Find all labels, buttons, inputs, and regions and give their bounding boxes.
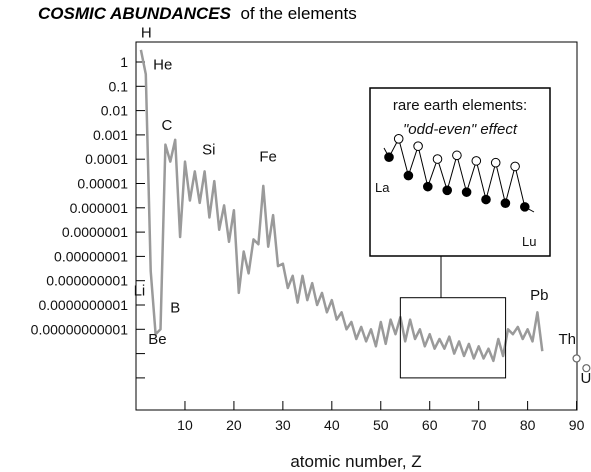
- x-tick-label-7: 80: [520, 417, 536, 433]
- y-tick-label-7: 0.0000001: [62, 224, 128, 240]
- open-point-0: [572, 354, 581, 363]
- inset-frame: [369, 87, 551, 257]
- plot-frame: [135, 41, 578, 411]
- chart-title-main: COSMIC ABUNDANCES: [38, 4, 231, 23]
- inset-point-10: [481, 194, 491, 205]
- inset-point-4: [423, 181, 433, 192]
- inset-label-lu: Lu: [522, 234, 536, 249]
- series-line: [139, 49, 544, 363]
- element-label-th: Th: [558, 331, 576, 348]
- inset-title: rare earth elements:: [393, 97, 527, 114]
- inset-point-6: [442, 185, 453, 196]
- y-tick-label-8: 0.00000001: [54, 248, 128, 264]
- x-tick-label-2: 30: [275, 417, 291, 433]
- chart-title-rest: of the elements: [240, 4, 357, 23]
- element-label-he: He: [153, 56, 172, 73]
- inset-point-11: [490, 157, 501, 168]
- inset-point-8: [461, 187, 472, 197]
- y-tick-label-10: 0.0000000001: [38, 297, 128, 313]
- y-tick-label-0: 1: [120, 54, 128, 70]
- element-label-c: C: [161, 117, 172, 134]
- y-tick-label-5: 0.00001: [77, 176, 128, 192]
- inset-points: [384, 134, 530, 212]
- inset-point-14: [520, 202, 530, 212]
- element-label-li: Li: [134, 282, 146, 299]
- inset-point-3: [413, 141, 423, 151]
- y-tick-label-2: 0.01: [101, 103, 128, 119]
- x-tick-label-3: 40: [324, 417, 340, 433]
- y-tick-label-3: 0.001: [93, 127, 128, 143]
- x-axis: 10 20 30 40 50 60 70 80 90: [177, 401, 585, 433]
- element-label-be: Be: [148, 331, 166, 348]
- element-label-pb: Pb: [530, 287, 548, 304]
- inset-point-9: [471, 156, 482, 166]
- y-tick-label-11: 0.00000000001: [31, 321, 129, 337]
- inset-panel: rare earth elements: "odd-even" effect L…: [369, 87, 551, 257]
- element-label-h: H: [141, 25, 152, 42]
- y-tick-label-6: 0.000001: [70, 200, 129, 216]
- y-tick-label-1: 0.1: [109, 78, 129, 94]
- element-label-si: Si: [202, 141, 215, 158]
- chart-title: COSMIC ABUNDANCES of the elements: [38, 4, 357, 24]
- element-label-b: B: [170, 299, 180, 316]
- x-axis-label: atomic number, Z: [290, 452, 421, 471]
- rare-earth-zoom-box: [399, 297, 507, 379]
- y-tick-label-4: 0.0001: [85, 151, 128, 167]
- x-tick-label-5: 60: [422, 417, 438, 433]
- inset-label-la: La: [375, 180, 390, 195]
- x-tick-label-0: 10: [177, 417, 193, 433]
- inset-point-13: [510, 161, 520, 172]
- x-tick-label-1: 20: [226, 417, 242, 433]
- inset-point-0: [384, 152, 394, 162]
- inset-subtitle: "odd-even" effect: [403, 121, 518, 138]
- y-tick-label-9: 0.000000001: [46, 273, 128, 289]
- element-label-fe: Fe: [259, 149, 277, 166]
- inset-point-5: [432, 154, 443, 164]
- x-tick-label-8: 90: [569, 417, 585, 433]
- inset-point-12: [500, 198, 511, 208]
- x-tick-label-6: 70: [471, 417, 487, 433]
- x-tick-label-4: 50: [373, 417, 389, 433]
- inset-point-1: [393, 134, 404, 144]
- element-labels: HHe Li BeB C Si Fe Pb Th U: [134, 25, 591, 387]
- open-point-1: [582, 364, 591, 373]
- y-axis: 1 0.1 0.01 0.001 0.0001 0.00001 0.000001 0.0000…: [31, 54, 145, 379]
- inset-point-7: [452, 150, 462, 161]
- inset-point-2: [403, 170, 414, 181]
- open-points: [572, 354, 591, 373]
- element-label-u: U: [580, 370, 591, 387]
